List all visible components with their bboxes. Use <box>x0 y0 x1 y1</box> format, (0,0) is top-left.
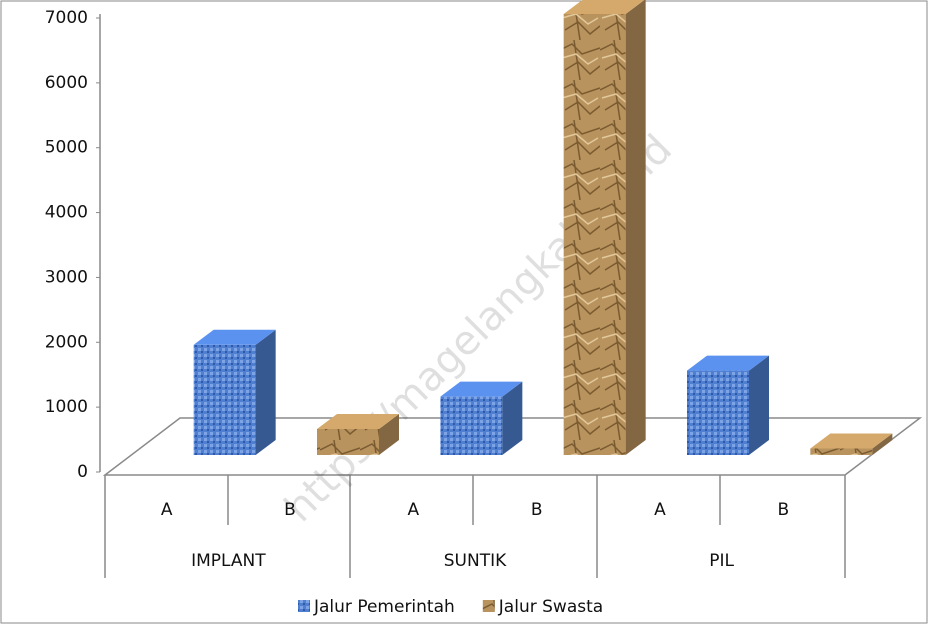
y-tick-label: 3000 <box>45 267 88 287</box>
x-tick-label: A <box>654 500 666 520</box>
y-tick-label: 4000 <box>45 203 88 223</box>
bar-face <box>379 414 399 455</box>
group-label: SUNTIK <box>444 551 507 571</box>
bar-face <box>440 396 503 455</box>
legend-label: Jalur Pemerintah <box>313 597 455 617</box>
bar <box>687 355 769 455</box>
y-tick-label: 0 <box>77 462 88 482</box>
y-tick-label: 2000 <box>45 332 88 352</box>
legend-swatch <box>298 600 310 612</box>
legend-label: Jalur Swasta <box>498 597 603 617</box>
group-label: PIL <box>709 551 734 571</box>
x-tick-label: A <box>408 500 420 520</box>
bar <box>317 414 399 455</box>
x-tick-label: B <box>284 500 296 520</box>
bar-face <box>625 0 646 455</box>
bar-face <box>193 329 276 345</box>
bar <box>810 433 893 455</box>
bar <box>193 329 276 455</box>
floor <box>102 417 923 476</box>
bar-face <box>502 381 523 455</box>
group-label: IMPLANT <box>191 551 266 571</box>
bar-face <box>317 429 379 455</box>
bar-face <box>563 0 645 14</box>
bar-face <box>255 329 276 455</box>
bar-face <box>687 370 749 455</box>
bar-face <box>810 448 873 455</box>
y-tick-label: 1000 <box>45 397 88 417</box>
category-dividers <box>104 475 846 578</box>
x-tick-label: B <box>531 500 543 520</box>
bar <box>563 0 646 455</box>
bar-face <box>193 344 256 455</box>
bar-face <box>317 414 399 430</box>
y-tick-label: 5000 <box>45 138 88 158</box>
bar-face <box>563 13 626 455</box>
x-tick-label: B <box>777 500 789 520</box>
bar-face <box>810 433 893 449</box>
bar-face <box>872 433 893 455</box>
x-tick-label: A <box>161 500 173 520</box>
bar <box>440 381 523 455</box>
y-tick-label: 6000 <box>45 73 88 93</box>
y-tick-label: 7000 <box>45 8 88 28</box>
bar-face <box>687 355 769 371</box>
legend-swatch <box>482 600 495 612</box>
bar-face <box>440 381 523 397</box>
bar-face <box>749 355 769 455</box>
